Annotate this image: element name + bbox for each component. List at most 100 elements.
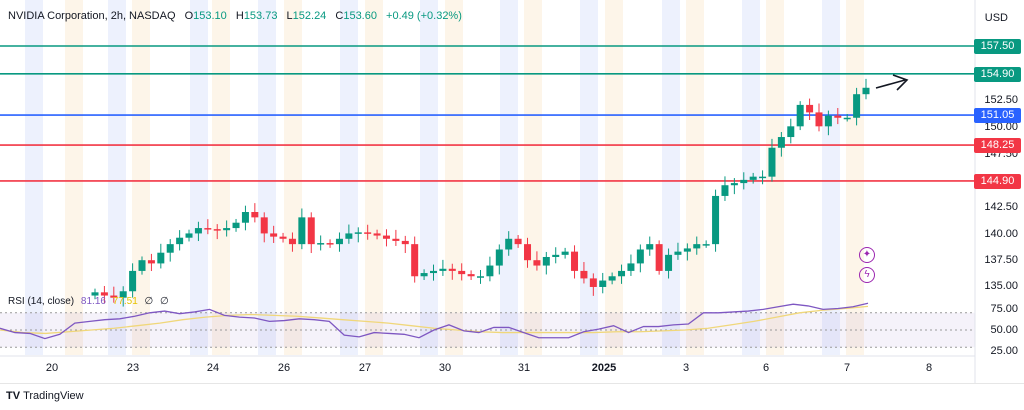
candle-body xyxy=(429,270,437,274)
price-axis-label: 137.50 xyxy=(984,254,1018,266)
candle-body xyxy=(806,104,814,113)
candle-body xyxy=(552,254,560,257)
candle-body xyxy=(740,179,748,184)
rsi-empty-2: ∅ xyxy=(160,296,169,307)
candle-body xyxy=(618,270,626,277)
candle-body xyxy=(599,280,607,287)
symbol-legend: NVIDIA Corporation, 2h, NASDAQ O153.10 H… xyxy=(8,10,462,22)
candle-body xyxy=(279,236,287,239)
candle-body xyxy=(712,195,720,245)
candle-body xyxy=(176,237,184,245)
session-band xyxy=(284,0,302,355)
candle-body xyxy=(693,244,701,249)
session-band xyxy=(108,0,126,355)
brand-name: TradingView xyxy=(23,390,84,402)
candle-body xyxy=(514,238,522,245)
candle-body xyxy=(458,270,466,275)
candle-body xyxy=(232,222,240,229)
open-value: 153.10 xyxy=(193,10,227,22)
candle-body xyxy=(571,251,579,271)
low-value: 152.24 xyxy=(292,10,327,22)
session-band xyxy=(580,0,598,355)
candle-body xyxy=(260,217,268,234)
date-label: 6 xyxy=(762,362,770,374)
session-band xyxy=(766,0,784,355)
candle-body xyxy=(542,256,550,266)
chart-canvas[interactable] xyxy=(0,0,1024,383)
session-band xyxy=(340,0,358,355)
close-label: C xyxy=(335,10,344,22)
currency-label[interactable]: USD xyxy=(984,12,1008,24)
candle-body xyxy=(129,270,137,292)
date-label: 26 xyxy=(277,362,291,374)
candle-body xyxy=(674,251,682,255)
low-label: L xyxy=(286,10,293,22)
candle-body xyxy=(608,276,616,281)
plus-icon[interactable]: ✦ xyxy=(859,247,875,263)
candle-body xyxy=(147,260,155,264)
candle-body xyxy=(110,295,118,298)
date-label: 2025 xyxy=(591,362,617,374)
candle-body xyxy=(796,104,804,127)
candle-body xyxy=(749,176,757,180)
candle-body xyxy=(119,291,127,298)
candle-body xyxy=(702,244,710,246)
price-axis-label: 142.50 xyxy=(984,201,1018,213)
high-label: H xyxy=(235,10,244,22)
candle-body xyxy=(354,232,362,234)
trend-arrow xyxy=(875,74,909,91)
candle-body xyxy=(834,115,842,118)
candle-body xyxy=(335,238,343,245)
candle-body xyxy=(759,176,767,179)
rsi-empty-1: ∅ xyxy=(144,296,154,307)
candle-body xyxy=(768,147,776,177)
session-band xyxy=(605,0,623,355)
level-tag-148-25[interactable]: 148.25 xyxy=(974,138,1021,153)
session-band xyxy=(524,0,542,355)
high-value: 153.73 xyxy=(243,10,278,22)
rsi-legend: RSI (14, close) 81.16 77.51 ∅ ∅ xyxy=(8,296,169,307)
session-band xyxy=(65,0,83,355)
level-tag-154-90[interactable]: 154.90 xyxy=(974,67,1021,82)
candle-body xyxy=(646,244,654,250)
candle-body xyxy=(138,260,146,271)
candle-body xyxy=(392,238,400,241)
price-axis-label: 152.50 xyxy=(984,94,1018,106)
candle-body xyxy=(477,276,484,278)
session-band xyxy=(190,0,208,355)
candle-body xyxy=(411,244,419,277)
candle-body xyxy=(166,244,174,253)
rsi-title[interactable]: RSI (14, close) xyxy=(8,296,75,307)
candle-body xyxy=(580,270,588,279)
rsi-value: 81.16 xyxy=(80,296,106,307)
tradingview-logo[interactable]: TV TradingView xyxy=(6,390,84,402)
session-band xyxy=(258,0,276,355)
candle-body xyxy=(777,137,785,148)
candle-body xyxy=(815,112,823,127)
level-tag-144-90[interactable]: 144.90 xyxy=(974,174,1021,189)
rsi-ma-value: 77.51 xyxy=(112,296,138,307)
candle-body xyxy=(307,217,315,245)
candle-body xyxy=(589,278,597,287)
candle-body xyxy=(91,292,99,296)
date-label: 30 xyxy=(438,362,452,374)
level-tag-157-50[interactable]: 157.50 xyxy=(974,39,1021,54)
candle-body xyxy=(655,244,663,271)
candle-body xyxy=(382,235,390,239)
candle-body xyxy=(824,115,832,127)
symbol-title[interactable]: NVIDIA Corporation, 2h, NASDAQ xyxy=(8,10,176,22)
session-band xyxy=(662,0,680,355)
candle-body xyxy=(345,233,353,239)
rsi-axis-label: 25.00 xyxy=(990,345,1018,357)
session-band xyxy=(686,0,704,355)
level-tag-151-05[interactable]: 151.05 xyxy=(974,108,1021,123)
candle-body xyxy=(505,238,513,250)
lightning-icon[interactable]: ϟ xyxy=(859,267,875,283)
candle-body xyxy=(862,87,870,95)
close-value: 153.60 xyxy=(343,10,377,22)
candle-body xyxy=(194,228,202,234)
session-band xyxy=(500,0,518,355)
date-label: 27 xyxy=(358,362,372,374)
candle-body xyxy=(730,183,738,186)
